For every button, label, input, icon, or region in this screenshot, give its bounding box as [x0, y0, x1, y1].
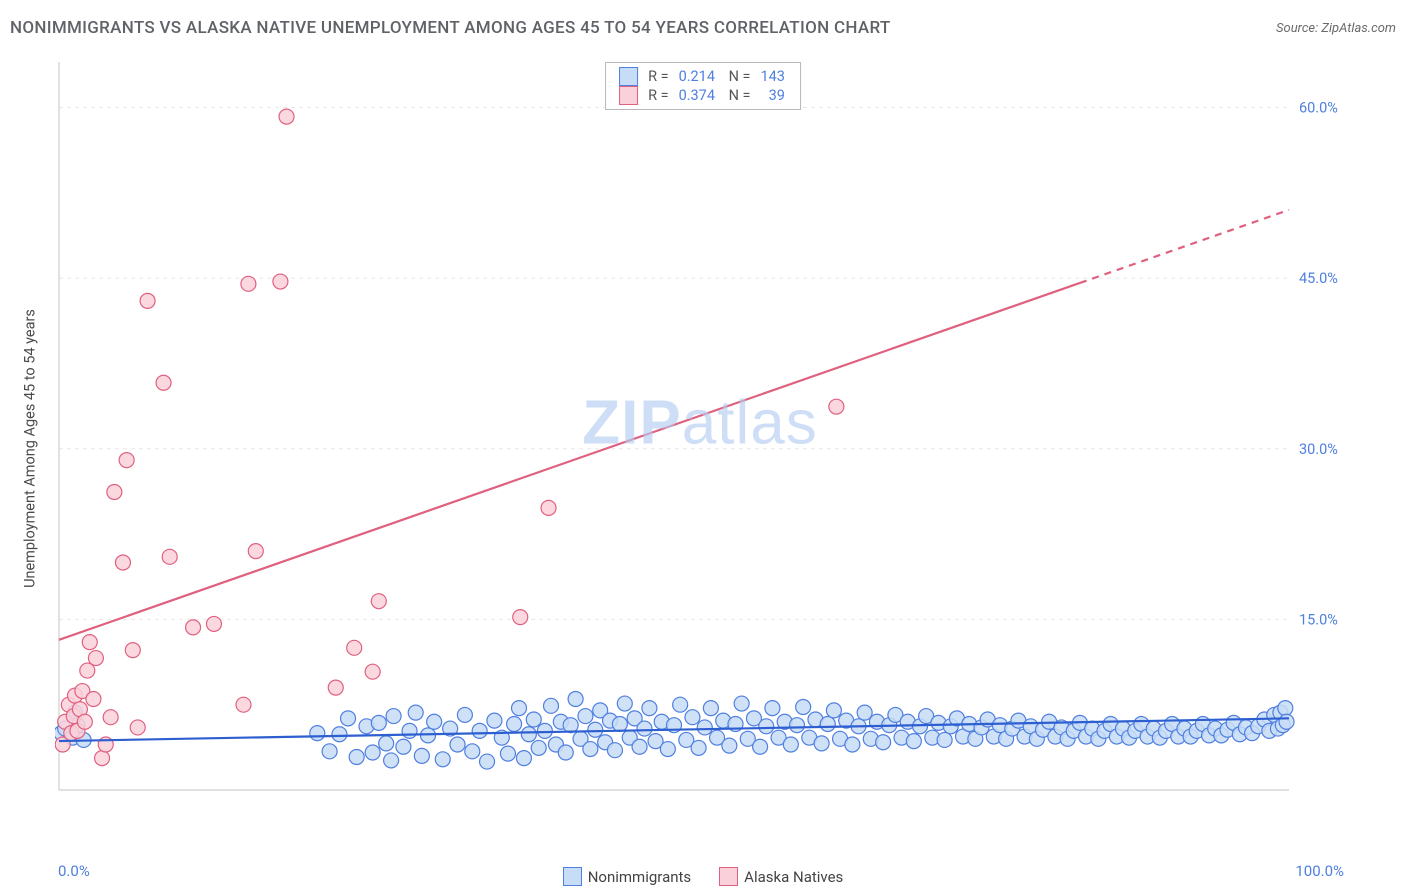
chart-area: 15.0%30.0%45.0%60.0% ZIPatlas — [55, 58, 1345, 818]
chart-title: NONIMMIGRANTS VS ALASKA NATIVE UNEMPLOYM… — [10, 18, 891, 38]
legend-bottom: 0.0% NonimmigrantsAlaska Natives 100.0% — [0, 867, 1406, 886]
series-alaska_natives — [55, 109, 844, 766]
legend-item-nonimmigrants: Nonimmigrants — [563, 868, 691, 886]
legend-top-box: R =0.214 N =143R =0.374 N =39 — [605, 62, 801, 110]
svg-text:45.0%: 45.0% — [1299, 270, 1338, 287]
source-label: Source: ZipAtlas.com — [1276, 21, 1396, 36]
svg-text:60.0%: 60.0% — [1299, 100, 1338, 117]
svg-text:30.0%: 30.0% — [1299, 441, 1338, 458]
scatter-chart-svg: 15.0% 30.0% 45.0% 60.0% — [55, 58, 1345, 818]
legend-item-alaska_natives: Alaska Natives — [719, 868, 843, 886]
x-axis-max-label: 100.0% — [1295, 862, 1344, 880]
x-axis-min-label: 0.0% — [58, 862, 90, 880]
svg-text:15.0%: 15.0% — [1299, 611, 1338, 628]
y-axis-label: Unemployment Among Ages 45 to 54 years — [22, 269, 39, 629]
